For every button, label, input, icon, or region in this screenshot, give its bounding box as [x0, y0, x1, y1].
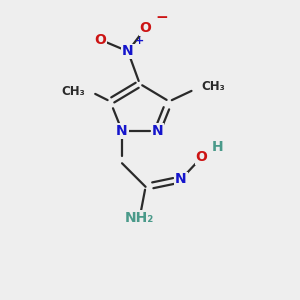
Text: O: O [140, 21, 152, 35]
Text: H: H [212, 140, 224, 154]
Text: +: + [134, 36, 144, 46]
Text: N: N [122, 44, 134, 58]
Text: N: N [116, 124, 128, 138]
Text: O: O [196, 150, 208, 164]
Text: CH₃: CH₃ [61, 85, 85, 98]
Text: O: O [94, 33, 106, 46]
Text: NH₂: NH₂ [125, 211, 154, 225]
Text: −: − [155, 10, 168, 25]
Text: CH₃: CH₃ [202, 80, 225, 93]
Text: N: N [152, 124, 163, 138]
Text: N: N [175, 172, 187, 186]
